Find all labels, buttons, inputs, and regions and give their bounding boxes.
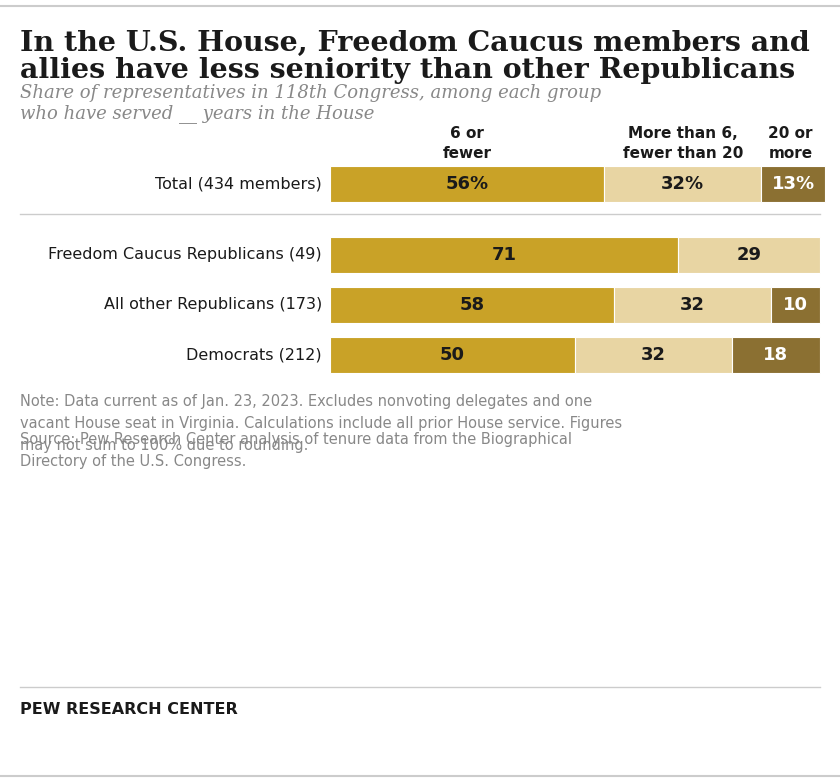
Text: 50: 50: [440, 346, 465, 364]
Bar: [330, 237, 678, 273]
Bar: [575, 337, 732, 373]
Bar: [330, 287, 614, 323]
Bar: [771, 287, 820, 323]
Text: 13%: 13%: [771, 175, 815, 193]
Text: Total (434 members): Total (434 members): [155, 177, 322, 192]
Text: Note: Data current as of Jan. 23, 2023. Excludes nonvoting delegates and one
vac: Note: Data current as of Jan. 23, 2023. …: [20, 394, 622, 454]
Text: 18: 18: [764, 346, 789, 364]
Text: Share of representatives in 118th Congress, among each group: Share of representatives in 118th Congre…: [20, 84, 601, 102]
Text: All other Republicans (173): All other Republicans (173): [104, 297, 322, 313]
Bar: [761, 166, 825, 202]
Text: In the U.S. House, Freedom Caucus members and: In the U.S. House, Freedom Caucus member…: [20, 30, 810, 57]
Text: 32: 32: [641, 346, 666, 364]
Text: 58: 58: [459, 296, 485, 314]
Text: allies have less seniority than other Republicans: allies have less seniority than other Re…: [20, 57, 795, 84]
Text: Democrats (212): Democrats (212): [186, 347, 322, 363]
Text: 29: 29: [737, 246, 761, 264]
Text: 32%: 32%: [661, 175, 705, 193]
Text: 32: 32: [680, 296, 705, 314]
Text: 56%: 56%: [446, 175, 489, 193]
Text: More than 6,
fewer than 20: More than 6, fewer than 20: [622, 126, 743, 161]
Text: Freedom Caucus Republicans (49): Freedom Caucus Republicans (49): [49, 247, 322, 263]
Bar: [330, 166, 605, 202]
Text: 6 or
fewer: 6 or fewer: [443, 126, 491, 161]
Bar: [614, 287, 771, 323]
Bar: [732, 337, 820, 373]
Bar: [330, 337, 575, 373]
Bar: [678, 237, 820, 273]
Text: 10: 10: [783, 296, 808, 314]
Text: Source: Pew Research Center analysis of tenure data from the Biographical
Direct: Source: Pew Research Center analysis of …: [20, 432, 572, 469]
Text: PEW RESEARCH CENTER: PEW RESEARCH CENTER: [20, 702, 238, 717]
Bar: [605, 166, 761, 202]
Text: who have served __ years in the House: who have served __ years in the House: [20, 104, 375, 123]
Text: 20 or
more: 20 or more: [769, 126, 813, 161]
Text: 71: 71: [491, 246, 517, 264]
